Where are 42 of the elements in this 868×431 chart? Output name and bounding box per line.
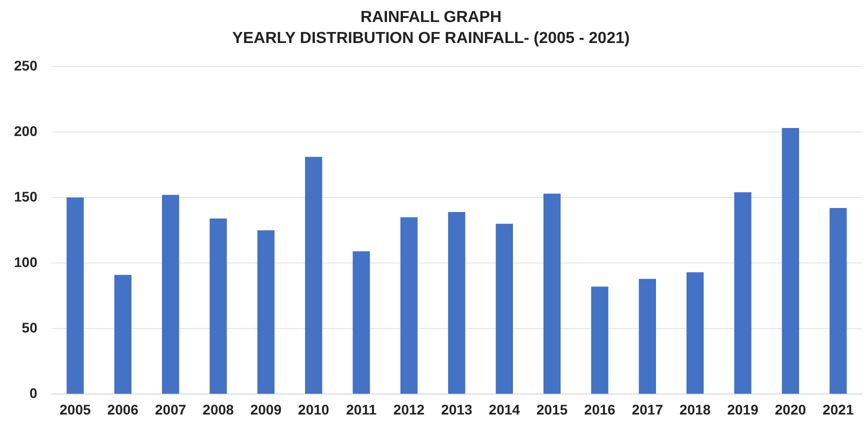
bar	[66, 198, 84, 394]
bar	[686, 272, 704, 394]
bar	[305, 156, 322, 394]
bar	[543, 194, 561, 394]
bar	[257, 230, 275, 394]
x-tick-label: 2013	[441, 401, 472, 418]
bar	[448, 212, 466, 394]
x-tick-label: 2010	[298, 401, 330, 418]
x-tick-label: 2011	[346, 401, 377, 418]
bar	[210, 218, 227, 394]
y-tick-label: 0	[30, 385, 38, 402]
chart-title: RAINFALL GRAPH	[360, 9, 502, 26]
y-tick-label: 100	[14, 254, 38, 270]
x-tick-label: 2009	[250, 401, 282, 418]
bar	[496, 224, 513, 394]
bar	[638, 278, 656, 394]
y-tick-label: 50	[22, 320, 38, 336]
chart-subtitle: YEARLY DISTRIBUTION OF RAINFALL- (2005 - 2021)	[232, 30, 630, 48]
x-tick-label: 2021	[822, 401, 854, 418]
bar	[830, 208, 847, 394]
x-tick-label: 2020	[774, 401, 806, 418]
x-tick-label: 2008	[202, 401, 234, 418]
x-tick-label: 2007	[154, 401, 186, 418]
x-tick-label: 2015	[536, 401, 568, 418]
bar	[782, 128, 800, 394]
bar	[400, 217, 418, 394]
bar	[352, 251, 370, 394]
x-tick-label: 2019	[727, 401, 759, 418]
x-tick-label: 2006	[107, 401, 139, 418]
bar	[591, 286, 608, 394]
x-tick-label: 2012	[393, 401, 425, 418]
bar	[162, 194, 180, 394]
y-tick-label: 200	[14, 122, 38, 139]
y-tick-label: 250	[14, 57, 38, 74]
x-tick-label: 2016	[584, 401, 616, 418]
bar	[734, 192, 752, 394]
x-tick-label: 2017	[632, 401, 664, 418]
x-tick-label: 2014	[488, 401, 520, 418]
x-tick-label: 2005	[60, 401, 91, 418]
x-tick-label: 2018	[680, 401, 711, 418]
y-tick-label: 150	[14, 188, 38, 204]
bar	[114, 274, 132, 394]
